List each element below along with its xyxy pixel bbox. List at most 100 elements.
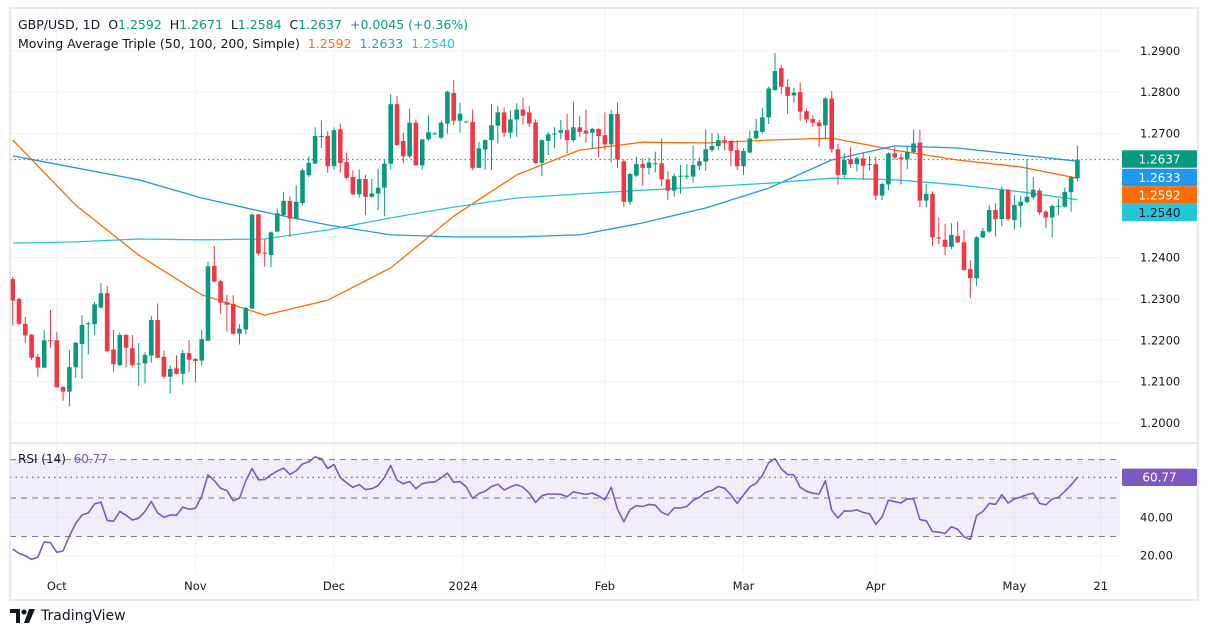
candle: [10, 276, 15, 326]
ma100-line: [12, 145, 1078, 238]
candle-body: [41, 340, 47, 368]
candle-body: [180, 353, 186, 374]
candle: [1031, 177, 1036, 200]
candle-body: [999, 189, 1005, 220]
candle: [545, 131, 551, 156]
candle-body: [993, 210, 998, 220]
low-label: L: [230, 17, 238, 32]
candle-body: [356, 179, 362, 195]
high-label: H: [169, 17, 180, 32]
candle: [218, 279, 223, 314]
candle-body: [1024, 196, 1030, 203]
candle-body: [684, 175, 690, 177]
candle: [753, 119, 759, 140]
candle-body: [10, 279, 15, 301]
candle-body: [558, 130, 564, 133]
candle: [130, 334, 135, 367]
candle-body: [583, 130, 589, 134]
price-tick-label: 1.2800: [1140, 85, 1180, 99]
candle: [734, 140, 740, 170]
candle-body: [331, 130, 337, 167]
price-tick-label: 1.2200: [1140, 333, 1180, 347]
moving-average-legend[interactable]: Moving Average Triple (50, 100, 200, Sim…: [18, 36, 455, 52]
candle: [180, 349, 186, 385]
candle: [892, 146, 897, 160]
candle-body: [401, 140, 406, 157]
price-axis[interactable]: 1.2900 1.2800 1.2700 1.2400 1.2300 1.2200 1.21…: [1140, 44, 1180, 430]
moving-averages: [12, 137, 1078, 316]
rsi-label[interactable]: RSI (14): [18, 452, 66, 466]
candle: [79, 315, 85, 379]
close-label: C: [289, 17, 299, 32]
candle: [268, 231, 274, 268]
ma200-value: 1.2540: [411, 36, 455, 51]
candle: [627, 172, 633, 205]
candle-body: [980, 231, 986, 238]
candle-body: [344, 162, 349, 178]
candle: [193, 358, 198, 383]
candle: [457, 102, 463, 133]
candle-body: [747, 138, 753, 153]
candle-body: [1049, 205, 1055, 218]
candle-body: [1018, 201, 1023, 206]
ma-label[interactable]: Moving Average Triple (50, 100, 200, Sim…: [18, 36, 300, 51]
candle-body: [986, 210, 992, 232]
candle: [281, 191, 286, 217]
time-tick-label: Dec: [323, 579, 345, 593]
candle: [728, 140, 734, 167]
candle-body: [854, 158, 860, 165]
candle: [319, 120, 324, 148]
candle: [785, 79, 790, 115]
candle: [325, 131, 330, 173]
candle-body: [923, 193, 929, 201]
symbol-legend[interactable]: GBP/USD, 1D O1.2592 H1.2671 L1.2584 C1.2…: [18, 17, 468, 33]
candle: [212, 246, 217, 283]
candle: [375, 168, 381, 211]
candle: [249, 213, 255, 310]
candle-body: [92, 304, 97, 325]
candle-body: [590, 128, 595, 133]
time-axis[interactable]: Oct Nov Dec 2024 Feb Mar Apr May 21: [47, 579, 1108, 593]
rsi-legend[interactable]: RSI (14) 60.77: [18, 452, 108, 466]
candle-body: [218, 281, 223, 303]
ma200-line: [12, 177, 1078, 244]
candle: [583, 109, 589, 143]
candle-body: [275, 213, 280, 232]
candle: [495, 106, 501, 144]
candle: [716, 133, 721, 151]
candle: [602, 112, 608, 151]
candle: [520, 97, 526, 125]
candle: [829, 90, 834, 153]
candle-body: [835, 149, 841, 175]
candle-body: [1043, 211, 1049, 218]
candle: [942, 223, 948, 256]
candle: [974, 236, 979, 286]
candle: [1024, 159, 1030, 204]
candle: [117, 332, 123, 366]
candle: [482, 139, 488, 170]
candle: [791, 87, 797, 103]
ma100-badge-bg: [1122, 168, 1197, 187]
rsi-axis[interactable]: 40.00 20.00: [1140, 510, 1173, 562]
candle-body: [457, 113, 463, 121]
candle-body: [312, 136, 318, 164]
ma200-badge: 1.2540: [1122, 203, 1197, 222]
candle-body: [545, 134, 551, 141]
candle: [98, 283, 104, 309]
candle: [16, 297, 22, 326]
candle-body: [974, 237, 979, 279]
tradingview-logo[interactable]: TradingView: [10, 608, 126, 624]
candle-body: [104, 293, 110, 352]
candle: [1005, 188, 1011, 221]
candle: [1037, 188, 1042, 215]
candle: [186, 340, 192, 373]
candle: [60, 385, 66, 401]
price-tick-label: 1.2900: [1140, 44, 1180, 58]
candle-body: [678, 175, 683, 177]
symbol-interval[interactable]: GBP/USD, 1D: [18, 17, 101, 32]
candle-body: [451, 92, 456, 121]
price-tick-label: 1.2100: [1140, 375, 1180, 389]
candle-body: [86, 323, 91, 325]
candle: [747, 130, 753, 154]
